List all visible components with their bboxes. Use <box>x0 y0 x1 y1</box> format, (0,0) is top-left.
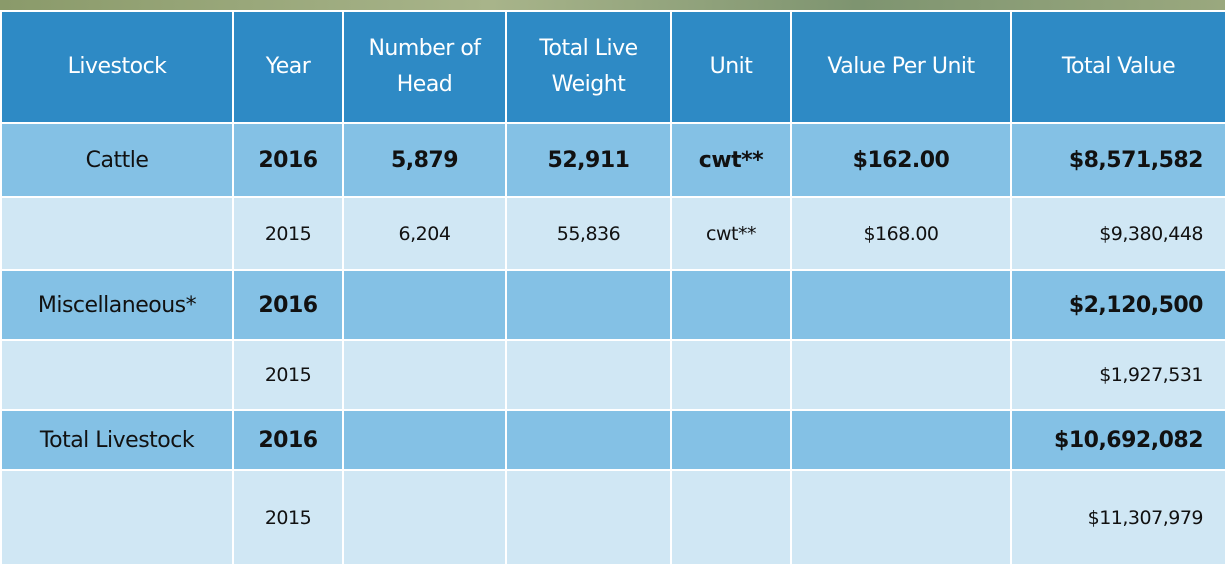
table-cell <box>506 470 671 565</box>
header-cell: Total Live Weight <box>506 11 671 123</box>
table-row: 2015 $1,927,531 <box>1 340 1225 410</box>
table-cell <box>791 340 1011 410</box>
page: LivestockYearNumber of HeadTotal Live We… <box>0 0 1225 565</box>
table-cell <box>671 470 791 565</box>
table-cell: cwt** <box>671 197 791 270</box>
table-cell: $2,120,500 <box>1011 270 1225 340</box>
header-cell: Value Per Unit <box>791 11 1011 123</box>
table-cell: 2016 <box>233 123 343 197</box>
table-cell <box>671 270 791 340</box>
table-cell <box>1 197 233 270</box>
table-cell <box>343 470 506 565</box>
table-cell <box>791 470 1011 565</box>
table-cell: 2015 <box>233 470 343 565</box>
table-cell: cwt** <box>671 123 791 197</box>
table-cell: 2015 <box>233 340 343 410</box>
table-cell: 2015 <box>233 197 343 270</box>
header-cell: Number of Head <box>343 11 506 123</box>
table-cell: 52,911 <box>506 123 671 197</box>
table-cell <box>343 410 506 470</box>
table-cell <box>506 410 671 470</box>
table-cell <box>791 410 1011 470</box>
table-row: Miscellaneous*2016 $2,120,500 <box>1 270 1225 340</box>
table-cell: 6,204 <box>343 197 506 270</box>
table-cell: $168.00 <box>791 197 1011 270</box>
table-row: 2015 $11,307,979 <box>1 470 1225 565</box>
table-cell <box>343 340 506 410</box>
table-cell <box>1 470 233 565</box>
header-cell: Unit <box>671 11 791 123</box>
table-cell: $162.00 <box>791 123 1011 197</box>
header-cell: Livestock <box>1 11 233 123</box>
header-cell: Year <box>233 11 343 123</box>
table-cell <box>506 270 671 340</box>
table-cell: Cattle <box>1 123 233 197</box>
table-cell <box>343 270 506 340</box>
header-cell: Total Value <box>1011 11 1225 123</box>
table-cell <box>671 340 791 410</box>
table-cell: $10,692,082 <box>1011 410 1225 470</box>
table-cell <box>671 410 791 470</box>
table-cell: Miscellaneous* <box>1 270 233 340</box>
table-cell: 2016 <box>233 270 343 340</box>
table-cell: Total Livestock <box>1 410 233 470</box>
table-cell: 5,879 <box>343 123 506 197</box>
table-cell: $1,927,531 <box>1011 340 1225 410</box>
table-cell: $11,307,979 <box>1011 470 1225 565</box>
table-cell: 2016 <box>233 410 343 470</box>
table-cell <box>791 270 1011 340</box>
table-cell: $9,380,448 <box>1011 197 1225 270</box>
table-cell: 55,836 <box>506 197 671 270</box>
table-cell: $8,571,582 <box>1011 123 1225 197</box>
table-cell <box>506 340 671 410</box>
table-cell <box>1 340 233 410</box>
